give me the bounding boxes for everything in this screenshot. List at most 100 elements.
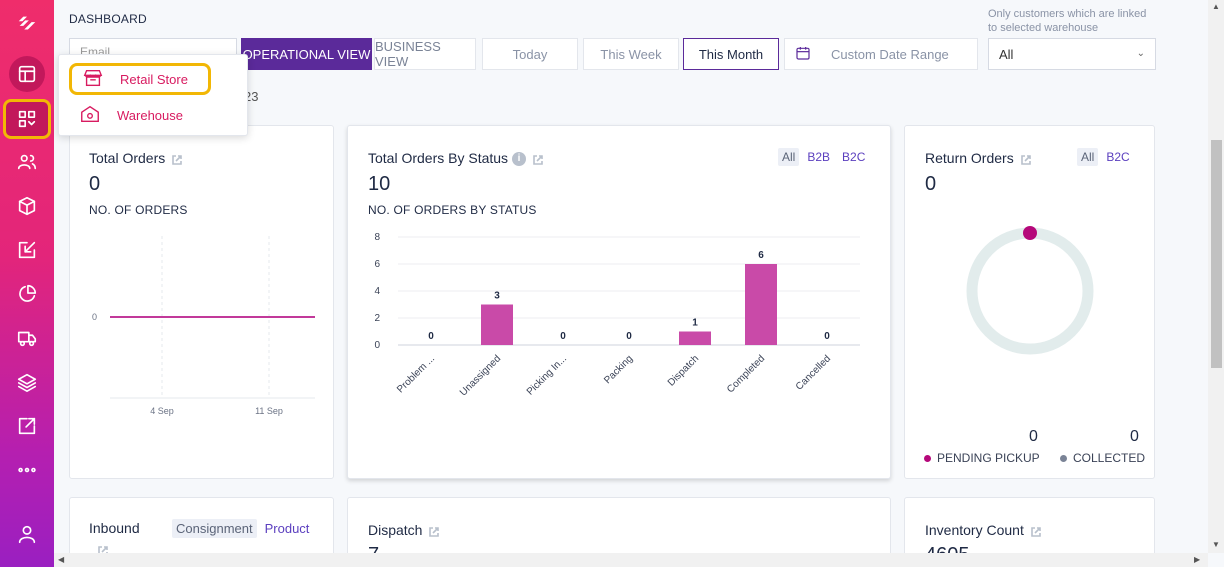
tab-all[interactable]: All	[1077, 148, 1099, 166]
scroll-thumb[interactable]	[1211, 140, 1222, 368]
data-label: 3	[494, 291, 500, 302]
x-tick-label: Packing	[602, 353, 635, 386]
warehouse-icon	[79, 103, 117, 128]
dispatch-card: Dispatch 7	[347, 497, 891, 566]
main-content: DASHBOARD Email 23 OPERATIONAL VIEW BUSI…	[54, 0, 1208, 566]
y-tick-label: 0	[374, 340, 380, 351]
tab-consignment[interactable]: Consignment	[172, 519, 257, 538]
tab-b2c[interactable]: B2C	[842, 150, 866, 164]
retail-store-label: Retail Store	[120, 71, 188, 87]
tab-all[interactable]: All	[778, 148, 800, 166]
y-tick-label: 8	[374, 232, 380, 243]
sidebar	[0, 0, 54, 567]
users-icon[interactable]	[0, 142, 54, 182]
more-icon[interactable]	[0, 450, 54, 490]
calendar-icon	[795, 45, 811, 64]
orders-by-status-bar-chart: 0 2 4 6 8 0 Problem ... 3 Unassigned 0 Picking In.…	[374, 232, 860, 398]
horizontal-scrollbar[interactable]: ◀ ▶	[54, 553, 1208, 567]
y-tick-label: 0	[92, 312, 97, 322]
return-orders-card: Return Orders All B2C 0 0 0 PENDING PICK…	[904, 125, 1155, 479]
this-month-button[interactable]: This Month	[683, 38, 779, 70]
truck-icon[interactable]	[0, 318, 54, 358]
orders-by-status-title: Total Orders By Status	[368, 150, 509, 166]
inbound-tabs: Consignment Product	[172, 519, 313, 538]
pending-pickup-label: PENDING PICKUP	[937, 451, 1040, 465]
inbound-title: Inbound	[89, 520, 140, 536]
orders-by-status-card: Total Orders By Status i All B2B B2C 10 N…	[347, 125, 891, 479]
bar	[679, 331, 711, 345]
apps-icon[interactable]	[0, 99, 54, 139]
operational-view-button[interactable]: OPERATIONAL VIEW	[241, 38, 372, 70]
data-label: 1	[692, 318, 698, 329]
x-tick-label: 11 Sep	[255, 406, 283, 416]
total-orders-line-chart: 4 Sep 11 Sep 0	[92, 236, 315, 416]
x-tick-label: Completed	[725, 353, 767, 395]
box-icon[interactable]	[0, 186, 54, 226]
scroll-right-icon[interactable]: ▶	[1194, 555, 1201, 564]
return-orders-donut	[966, 226, 1094, 355]
y-tick-label: 4	[374, 286, 380, 297]
return-orders-tabs: All B2C	[1077, 148, 1134, 166]
vertical-scrollbar[interactable]: ▲ ▼	[1208, 0, 1224, 553]
tab-b2c[interactable]: B2C	[1106, 150, 1130, 164]
collected-dot-icon	[1060, 454, 1067, 462]
x-tick-label: Picking In...	[525, 353, 569, 397]
info-icon[interactable]: i	[512, 152, 527, 167]
inventory-card: Inventory Count 4605	[904, 497, 1155, 566]
pie-chart-icon[interactable]	[0, 274, 54, 314]
view-type-dropdown: Retail Store Warehouse	[58, 54, 248, 136]
external-link-icon[interactable]	[1020, 153, 1032, 166]
dashboard-icon[interactable]	[0, 54, 54, 94]
logo-icon[interactable]	[0, 4, 54, 44]
external-link-icon[interactable]	[428, 525, 440, 538]
warehouse-filter-note: Only customers which are linked to selec…	[988, 8, 1147, 34]
external-link-icon[interactable]	[532, 153, 544, 166]
page-title: DASHBOARD	[69, 12, 147, 26]
external-link-icon[interactable]	[1030, 525, 1042, 538]
data-label: 0	[428, 331, 434, 342]
pending-pickup-value: 0	[1029, 428, 1038, 445]
external-link-icon[interactable]	[171, 153, 183, 166]
return-orders-value: 0	[925, 173, 937, 195]
data-label: 0	[824, 331, 830, 342]
tab-product[interactable]: Product	[264, 521, 310, 536]
bar	[481, 304, 513, 345]
menu-item-warehouse[interactable]: Warehouse	[69, 99, 183, 131]
data-label: 0	[560, 331, 566, 342]
menu-item-retail-store[interactable]: Retail Store	[69, 63, 211, 95]
chevron-down-icon: ⌄	[1136, 48, 1145, 59]
user-icon[interactable]	[0, 514, 54, 554]
x-tick-label: Problem ...	[395, 353, 437, 395]
x-tick-label: Dispatch	[666, 353, 701, 388]
total-orders-subtitle: NO. OF ORDERS	[89, 203, 188, 217]
inventory-title: Inventory Count	[925, 522, 1024, 538]
warehouse-label: Warehouse	[117, 107, 183, 123]
collected-label: COLLECTED	[1073, 451, 1146, 465]
orders-by-status-subtitle: NO. OF ORDERS BY STATUS	[368, 203, 537, 217]
collected-legend: COLLECTED	[1060, 451, 1145, 465]
scroll-left-icon[interactable]: ◀	[58, 555, 65, 564]
orders-by-status-value: 10	[368, 173, 391, 195]
y-tick-label: 6	[374, 259, 380, 270]
collected-value: 0	[1130, 428, 1139, 445]
today-button[interactable]: Today	[482, 38, 578, 70]
external-link-icon[interactable]	[0, 406, 54, 446]
this-week-button[interactable]: This Week	[583, 38, 679, 70]
data-label: 0	[626, 331, 632, 342]
custom-date-range-label: Custom Date Range	[831, 46, 949, 62]
layers-icon[interactable]	[0, 362, 54, 402]
tab-b2b[interactable]: B2B	[807, 150, 831, 164]
scroll-up-icon[interactable]: ▲	[1212, 2, 1220, 11]
arrow-in-icon[interactable]	[0, 230, 54, 270]
x-tick-label: Cancelled	[794, 353, 833, 392]
total-orders-value: 0	[89, 173, 101, 195]
pending-dot-icon	[924, 454, 931, 462]
warehouse-select-value: All	[999, 47, 1014, 62]
inbound-card: Inbound Consignment Product	[69, 497, 334, 557]
business-view-button[interactable]: BUSINESS VIEW	[374, 38, 476, 70]
scroll-down-icon[interactable]: ▼	[1212, 540, 1220, 549]
warehouse-select[interactable]: All ⌄	[988, 38, 1156, 70]
total-orders-title: Total Orders	[89, 150, 166, 166]
bar	[745, 264, 777, 345]
custom-date-range-button[interactable]: Custom Date Range	[784, 38, 978, 70]
